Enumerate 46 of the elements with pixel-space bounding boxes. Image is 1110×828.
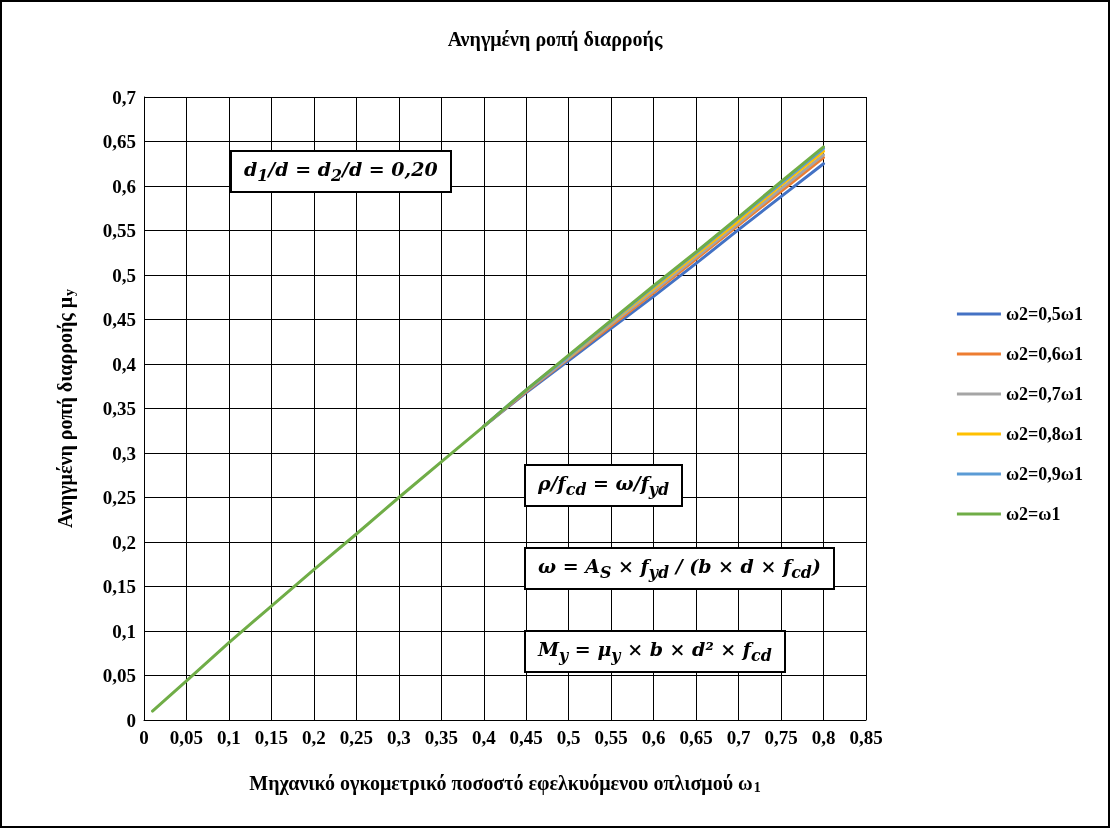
y-tick-label: 0,25 (102, 487, 136, 508)
chart-title: Ανηγμένη ροπή διαρροής (447, 28, 663, 51)
y-tick-label: 0,35 (102, 398, 136, 419)
legend-label: ω2=ω1 (1005, 504, 1061, 524)
annotation: ω = A$_{S}$ × f$_{yd}$ / (b × d × f$_{cd}$) (524, 547, 835, 590)
y-tick-label: 0,45 (102, 309, 136, 330)
y-tick-label: 0,3 (112, 442, 136, 464)
y-tick-label: 0,65 (102, 131, 136, 152)
y-axis-title: Ανηγμένη ροπή διαρροής μy (54, 288, 77, 529)
y-tick-label: 0,7 (112, 86, 137, 108)
annotation: ρ/f$_{cd}$ = ω/f$_{yd}$ (524, 464, 684, 507)
line-series (150, 145, 826, 713)
annotation: M$_{y}$ = μ$_{y}$ × b × d² × f$_{cd}$ (524, 630, 786, 673)
y-tick-label: 0,4 (112, 353, 137, 375)
x-tick-label: 0,65 (679, 727, 713, 748)
x-tick-label: 0,3 (386, 727, 411, 748)
x-tick-label: 0,5 (556, 727, 581, 748)
legend-label: ω2=0,9ω1 (1005, 464, 1084, 484)
legend-label: ω2=0,6ω1 (1005, 344, 1084, 364)
x-tick-label: 0,75 (764, 727, 798, 748)
x-tick-label: 0,7 (726, 727, 751, 748)
x-tick-label: 0,4 (471, 727, 497, 748)
legend-label: ω2=0,7ω1 (1005, 384, 1084, 404)
x-tick-label: 0,05 (169, 727, 204, 748)
x-tick-label: 0,2 (302, 727, 326, 748)
legend-label: ω2=0,5ω1 (1005, 304, 1084, 324)
x-tick-label: 0,85 (849, 727, 883, 748)
x-tick-label: 0,15 (254, 727, 289, 748)
y-tick-label: 0,05 (102, 665, 136, 686)
x-tick-label: 0,45 (509, 727, 543, 748)
y-tick-label: 0,55 (102, 220, 136, 241)
y-tick-label: 0,15 (102, 576, 136, 597)
annotation: d$_{1}$/d = d$_{2}$/d = 0,20 (230, 150, 452, 193)
x-tick-label: 0,1 (217, 727, 241, 748)
legend-label: ω2=0,8ω1 (1005, 424, 1084, 444)
x-tick-label: 0,25 (339, 727, 373, 748)
x-tick-label: 0,6 (641, 727, 666, 748)
y-tick-label: 0 (126, 709, 136, 731)
y-tick-label: 0,1 (112, 620, 136, 642)
x-tick-label: 0,55 (594, 727, 628, 748)
y-tick-label: 0,6 (112, 175, 136, 197)
y-tick-label: 0,2 (112, 531, 136, 553)
x-tick-label: 0,35 (424, 727, 458, 748)
x-axis-title: Μηχανικό ογκομετρικό ποσοστό εφελκυόμενου οπλισμού ω1 (249, 772, 761, 795)
x-tick-label: 0,8 (811, 727, 836, 748)
y-tick-label: 0,5 (112, 264, 136, 286)
